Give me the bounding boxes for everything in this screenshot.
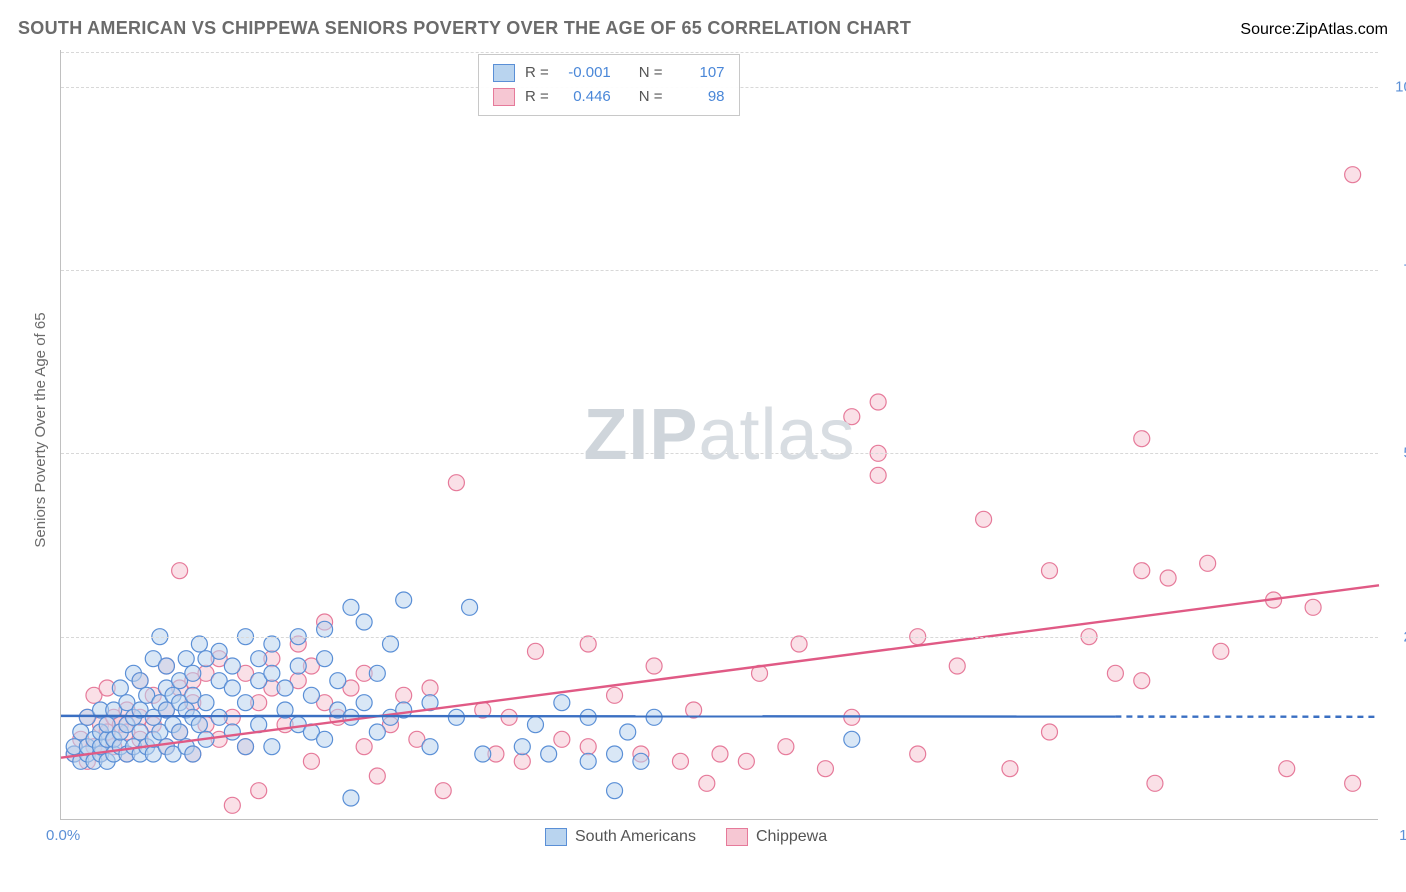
y-tick-label: 75.0% xyxy=(1386,262,1406,279)
chart-plot-area: ZIPatlas 0.0% 100.0% 25.0%50.0%75.0%100.… xyxy=(60,50,1378,820)
r-value-b: 0.446 xyxy=(559,85,611,109)
y-tick-label: 25.0% xyxy=(1386,628,1406,645)
gridline xyxy=(61,52,1378,53)
legend-item-series-a: South Americans xyxy=(545,828,696,846)
y-axis-title: Seniors Poverty Over the Age of 65 xyxy=(32,312,49,547)
x-tick-max: 100.0% xyxy=(1399,827,1406,844)
scatter-plot-svg xyxy=(61,50,1378,819)
source-name: ZipAtlas.com xyxy=(1296,21,1388,39)
series-legend: South Americans Chippewa xyxy=(545,828,827,846)
legend-item-series-b: Chippewa xyxy=(726,828,827,846)
gridline xyxy=(61,637,1378,638)
swatch-series-a-bottom xyxy=(545,828,567,846)
n-label-a: N = xyxy=(639,61,663,85)
n-label-b: N = xyxy=(639,85,663,109)
r-value-a: -0.001 xyxy=(559,61,611,85)
r-label-b: R = xyxy=(525,85,549,109)
y-tick-label: 50.0% xyxy=(1386,445,1406,462)
correlation-legend: R = -0.001 N = 107 R = 0.446 N = 98 xyxy=(478,54,740,116)
swatch-series-b xyxy=(493,88,515,106)
legend-row-series-b: R = 0.446 N = 98 xyxy=(493,85,725,109)
swatch-series-a xyxy=(493,64,515,82)
x-tick-min: 0.0% xyxy=(46,827,80,844)
source-credit: Source: ZipAtlas.com xyxy=(1240,21,1388,39)
legend-label-b: Chippewa xyxy=(756,828,827,846)
n-value-a: 107 xyxy=(673,61,725,85)
legend-label-a: South Americans xyxy=(575,828,696,846)
page-title: SOUTH AMERICAN VS CHIPPEWA SENIORS POVER… xyxy=(18,18,911,39)
gridline xyxy=(61,270,1378,271)
swatch-series-b-bottom xyxy=(726,828,748,846)
y-tick-label: 100.0% xyxy=(1386,78,1406,95)
r-label-a: R = xyxy=(525,61,549,85)
source-prefix: Source: xyxy=(1240,21,1295,39)
gridline xyxy=(61,453,1378,454)
legend-row-series-a: R = -0.001 N = 107 xyxy=(493,61,725,85)
n-value-b: 98 xyxy=(673,85,725,109)
